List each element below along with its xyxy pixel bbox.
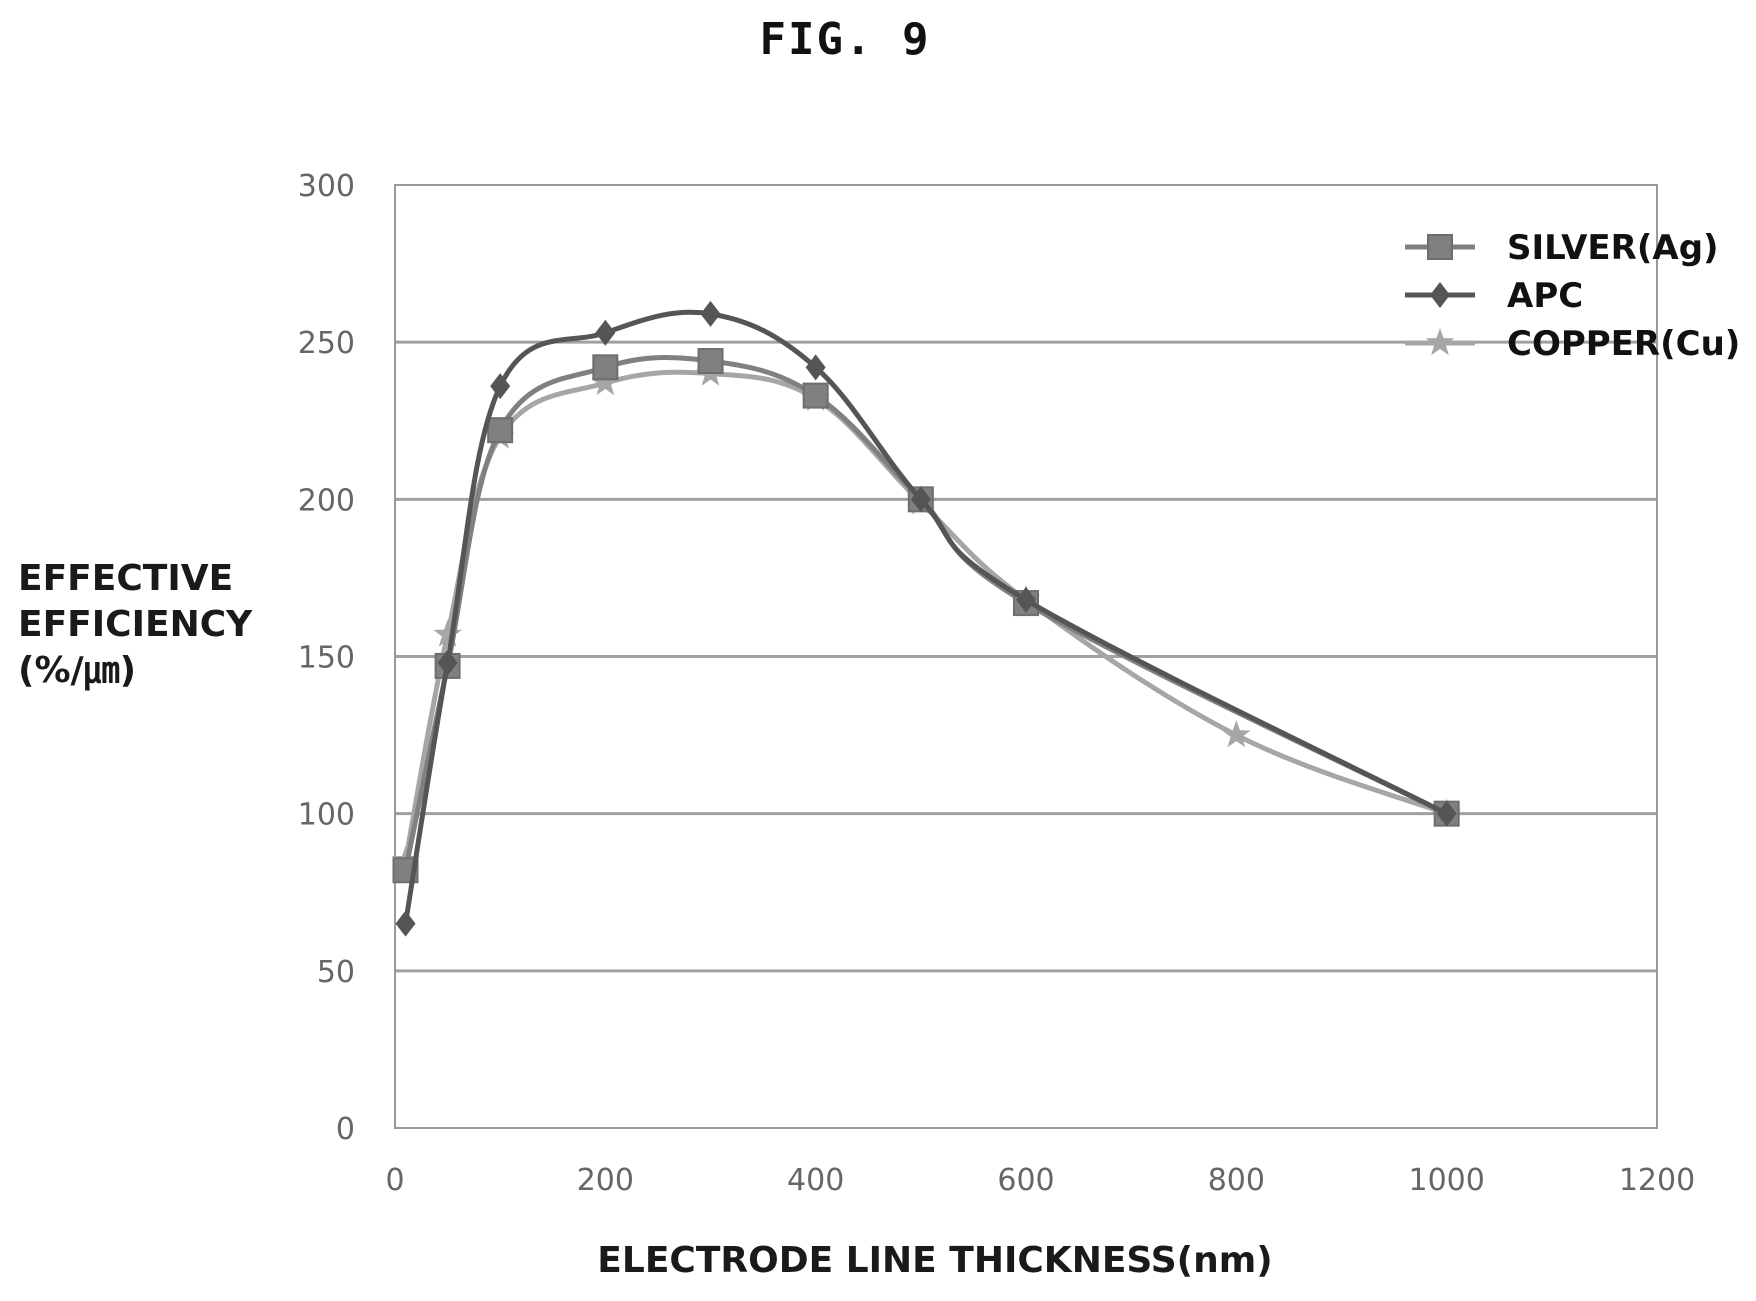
y-axis-label-line: EFFECTIVE (18, 558, 234, 599)
data-point (592, 354, 619, 381)
y-tick-label: 200 (298, 483, 355, 518)
series-0 (392, 348, 1460, 884)
series-line (403, 354, 1448, 871)
data-point (433, 619, 462, 647)
data-point (437, 649, 458, 676)
x-tick-label: 600 (997, 1163, 1054, 1198)
x-tick-label: 0 (385, 1163, 404, 1198)
y-axis-label-line: (%/㎛) (18, 650, 137, 691)
x-tick-label: 400 (787, 1163, 844, 1198)
data-point (487, 417, 514, 444)
series-2 (391, 358, 1461, 873)
series-1 (395, 300, 1457, 937)
x-tick-label: 200 (577, 1163, 634, 1198)
series-line (403, 309, 1448, 925)
data-point (591, 368, 620, 396)
y-tick-label: 50 (317, 955, 355, 990)
y-tick-label: 300 (298, 169, 355, 204)
x-tick-label: 1200 (1619, 1163, 1695, 1198)
x-axis-label: ELECTRODE LINE THICKNESS(nm) (597, 1240, 1273, 1281)
y-axis-label: EFFECTIVE EFFICIENCY (%/㎛) (18, 556, 252, 694)
gridlines (395, 340, 1657, 973)
x-tick-label: 800 (1208, 1163, 1265, 1198)
data-point (1436, 800, 1457, 827)
data-point (802, 382, 829, 409)
data-point (490, 373, 511, 400)
data-point (1016, 586, 1036, 613)
data-point (697, 348, 724, 375)
y-tick-label: 0 (336, 1112, 355, 1147)
x-axis-ticks: 0 200 400 600 800 1000 1200 (385, 1163, 1695, 1198)
data-point (395, 910, 416, 937)
plot-area-frame (394, 184, 1658, 1129)
series-layer (391, 300, 1461, 937)
y-tick-label: 100 (298, 798, 355, 833)
legend-label: COPPER(Cu) (1507, 324, 1740, 364)
legend-marker (1427, 234, 1453, 260)
data-point (595, 319, 616, 346)
data-point (700, 300, 721, 327)
data-point (805, 354, 826, 381)
figure-title: FIG. 9 (759, 14, 931, 65)
y-axis-label-line: EFFICIENCY (18, 604, 253, 645)
y-axis-ticks: 0 50 100 150 200 250 300 (298, 169, 355, 1147)
legend-label: APC (1507, 276, 1583, 316)
legend: SILVER(Ag) APC COPPER(Cu) (1405, 228, 1740, 364)
legend-marker (1425, 328, 1455, 356)
legend-label: SILVER(Ag) (1507, 228, 1719, 268)
legend-marker (1430, 282, 1450, 308)
x-tick-label: 1000 (1408, 1163, 1484, 1198)
series-line (403, 369, 1448, 862)
y-tick-label: 250 (298, 326, 355, 361)
y-tick-label: 150 (298, 641, 355, 676)
data-point (910, 486, 931, 513)
data-point (1222, 720, 1251, 748)
